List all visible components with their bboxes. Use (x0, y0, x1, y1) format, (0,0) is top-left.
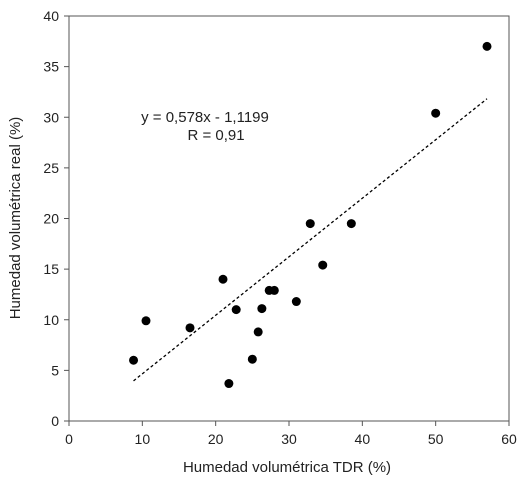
data-point (185, 323, 195, 333)
r-annotation: R = 0,91 (187, 127, 244, 144)
y-tick-label: 25 (43, 160, 59, 176)
data-point (129, 355, 139, 365)
x-tick-label: 50 (428, 431, 444, 447)
data-point (253, 327, 263, 337)
data-point (346, 219, 356, 229)
trendline-group (133, 98, 488, 382)
data-point (224, 379, 234, 389)
data-point (318, 260, 328, 270)
y-tick-label: 20 (43, 211, 59, 227)
x-tick-label: 40 (355, 431, 371, 447)
data-point (431, 108, 441, 118)
data-point (269, 285, 279, 295)
data-point (218, 274, 228, 284)
data-point (231, 305, 241, 315)
data-point (247, 354, 257, 364)
x-axis-title: Humedad volumétrica TDR (%) (183, 459, 391, 476)
y-tick-label: 15 (43, 261, 59, 277)
y-tick-label: 40 (43, 8, 59, 24)
x-tick-label: 60 (501, 431, 517, 447)
x-tick-label: 30 (281, 431, 297, 447)
y-axis-title: Humedad volumétrica real (%) (7, 117, 24, 320)
x-axis: 0 10 20 30 40 50 60 (65, 421, 517, 447)
y-tick-label: 10 (43, 312, 59, 328)
data-point (141, 316, 151, 326)
data-point (305, 219, 315, 229)
x-tick-label: 20 (208, 431, 224, 447)
trendline (133, 98, 488, 382)
data-point (291, 297, 301, 307)
x-tick-label: 10 (135, 431, 151, 447)
y-tick-label: 30 (43, 109, 59, 125)
y-tick-label: 0 (51, 413, 59, 429)
y-axis: 0 5 10 15 20 25 30 35 40 (43, 8, 69, 429)
y-tick-label: 5 (51, 362, 59, 378)
data-point (482, 41, 492, 51)
y-tick-label: 35 (43, 59, 59, 75)
x-tick-label: 0 (65, 431, 73, 447)
data-points (129, 41, 492, 389)
data-point (257, 304, 267, 314)
equation-annotation: y = 0,578x - 1,1199 (141, 109, 269, 126)
